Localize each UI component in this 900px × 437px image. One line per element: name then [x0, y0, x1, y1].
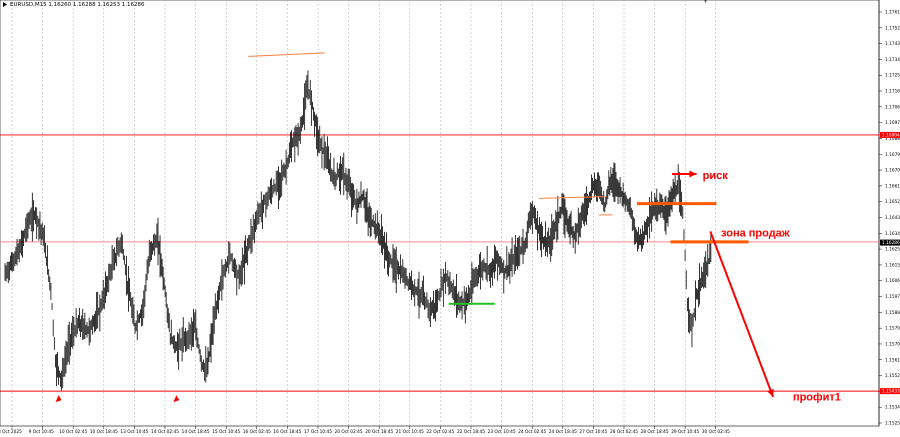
price-tick-label: 1.1670	[885, 168, 900, 174]
price-series	[4, 70, 712, 391]
price-tick-label: 1.1534	[885, 405, 900, 411]
time-tick-label: 23 Oct 10:45	[488, 429, 516, 435]
arrow-marker-icon	[173, 395, 180, 403]
time-tick-label: 29 Oct 10:45	[671, 429, 699, 435]
chart-grid	[0, 0, 880, 427]
time-tick-label: 20 Oct 18:45	[365, 429, 393, 435]
symbol-header: EURUSD,M15 1.16260 1.16288 1.16253 1.162…	[10, 2, 145, 8]
price-tick-label: 1.1652	[885, 199, 900, 205]
price-tag-label: 1.15433	[882, 389, 900, 395]
price-tag	[880, 131, 900, 138]
price-tick-label: 1.1697	[885, 120, 900, 126]
time-tick-label: 13 Oct 10:45	[120, 429, 148, 435]
price-tick-label: 1.1625	[885, 247, 900, 253]
price-tick-label: 1.1597	[885, 294, 900, 300]
time-tick-label: 28 Oct 02:45	[610, 429, 638, 435]
price-tick-label: 1.1679	[885, 152, 900, 158]
price-tick-label: 1.1716	[885, 89, 900, 95]
price-tick-label: 1.1570	[885, 341, 900, 347]
price-tick-label: 1.1525	[885, 421, 900, 427]
time-tick-label: 27 Oct 10:45	[579, 429, 607, 435]
time-tick-label: 20 Oct 02:45	[335, 429, 363, 435]
time-tick-label: 28 Oct 18:45	[641, 429, 669, 435]
time-tick-label: 22 Oct 02:45	[426, 429, 454, 435]
time-tick-label: 21 Oct 10:45	[396, 429, 424, 435]
drawn-level-line	[538, 196, 605, 199]
time-tick-label: 10 Oct 18:45	[90, 429, 118, 435]
chart-annotations	[55, 52, 774, 403]
price-tag-label: 1.16904	[882, 133, 900, 139]
time-tick-label: 16 Oct 18:45	[273, 429, 301, 435]
drawn-level-line	[248, 52, 325, 57]
text-annotations: риск зона продаж профит1	[703, 170, 841, 403]
top-right-marker-icon	[704, 0, 707, 3]
price-tick-label: 1.1634	[885, 231, 900, 237]
price-tick-label: 1.1606	[885, 278, 900, 284]
time-tick-label: 24 Oct 18:45	[549, 429, 577, 435]
price-tick-label: 1.1743	[885, 41, 900, 47]
horizontal-levels	[0, 134, 879, 392]
plot-frame	[0, 0, 880, 427]
price-tick-label: 1.1643	[885, 215, 900, 221]
arrow-line	[709, 231, 774, 398]
time-tick-label: 10 Oct 02:45	[59, 429, 87, 435]
price-tick-label: 1.1752	[885, 25, 900, 31]
annotation-label: риск	[703, 170, 729, 182]
price-tags: 1.16904 1.16286 1.15433	[880, 131, 900, 395]
annotation-label: профит1	[793, 391, 841, 403]
time-axis: 8 Oct 2025 9 Oct 10:45 10 Oct 02:45 10 Oct …	[0, 426, 730, 435]
price-tick-label: 1.1734	[885, 57, 900, 63]
time-tick-label: 14 Oct 18:45	[182, 429, 210, 435]
time-tick-label: 9 Oct 10:45	[29, 429, 55, 435]
time-tick-label: 8 Oct 2025	[0, 429, 22, 435]
time-tick-label: 17 Oct 10:45	[304, 429, 332, 435]
price-tick-label: 1.1579	[885, 326, 900, 332]
arrowhead-icon	[767, 388, 774, 397]
price-tick-label: 1.1688	[885, 136, 900, 142]
price-tag	[880, 239, 900, 246]
time-tick-label: 16 Oct 02:45	[243, 429, 271, 435]
price-tick-label: 1.1706	[885, 104, 900, 110]
time-tick-label: 14 Oct 02:45	[151, 429, 179, 435]
arrowhead-icon	[689, 170, 697, 178]
time-tick-label: 15 Oct 10:45	[212, 429, 240, 435]
price-axis: 1.1761 1.1752 1.1743 1.1734 1.1725 1.1716 1.17…	[878, 0, 900, 427]
time-tick-label: 22 Oct 18:45	[457, 429, 485, 435]
price-tick-label: 1.1615	[885, 262, 900, 268]
price-tick-label: 1.1661	[885, 183, 900, 189]
price-tick-label: 1.1761	[885, 10, 900, 16]
price-tag-label: 1.16286	[882, 240, 900, 246]
price-tick-label: 1.1725	[885, 73, 900, 79]
annotation-label: зона продаж	[721, 228, 790, 240]
price-tick-label: 1.1561	[885, 357, 900, 363]
header-triangle-icon	[3, 2, 7, 7]
price-tick-label: 1.1552	[885, 373, 900, 379]
time-tick-label: 30 Oct 02:45	[702, 429, 730, 435]
time-tick-label: 24 Oct 02:45	[518, 429, 546, 435]
price-tag	[880, 388, 900, 395]
arrow-marker-icon	[55, 395, 62, 403]
price-tick-label: 1.1588	[885, 310, 900, 316]
